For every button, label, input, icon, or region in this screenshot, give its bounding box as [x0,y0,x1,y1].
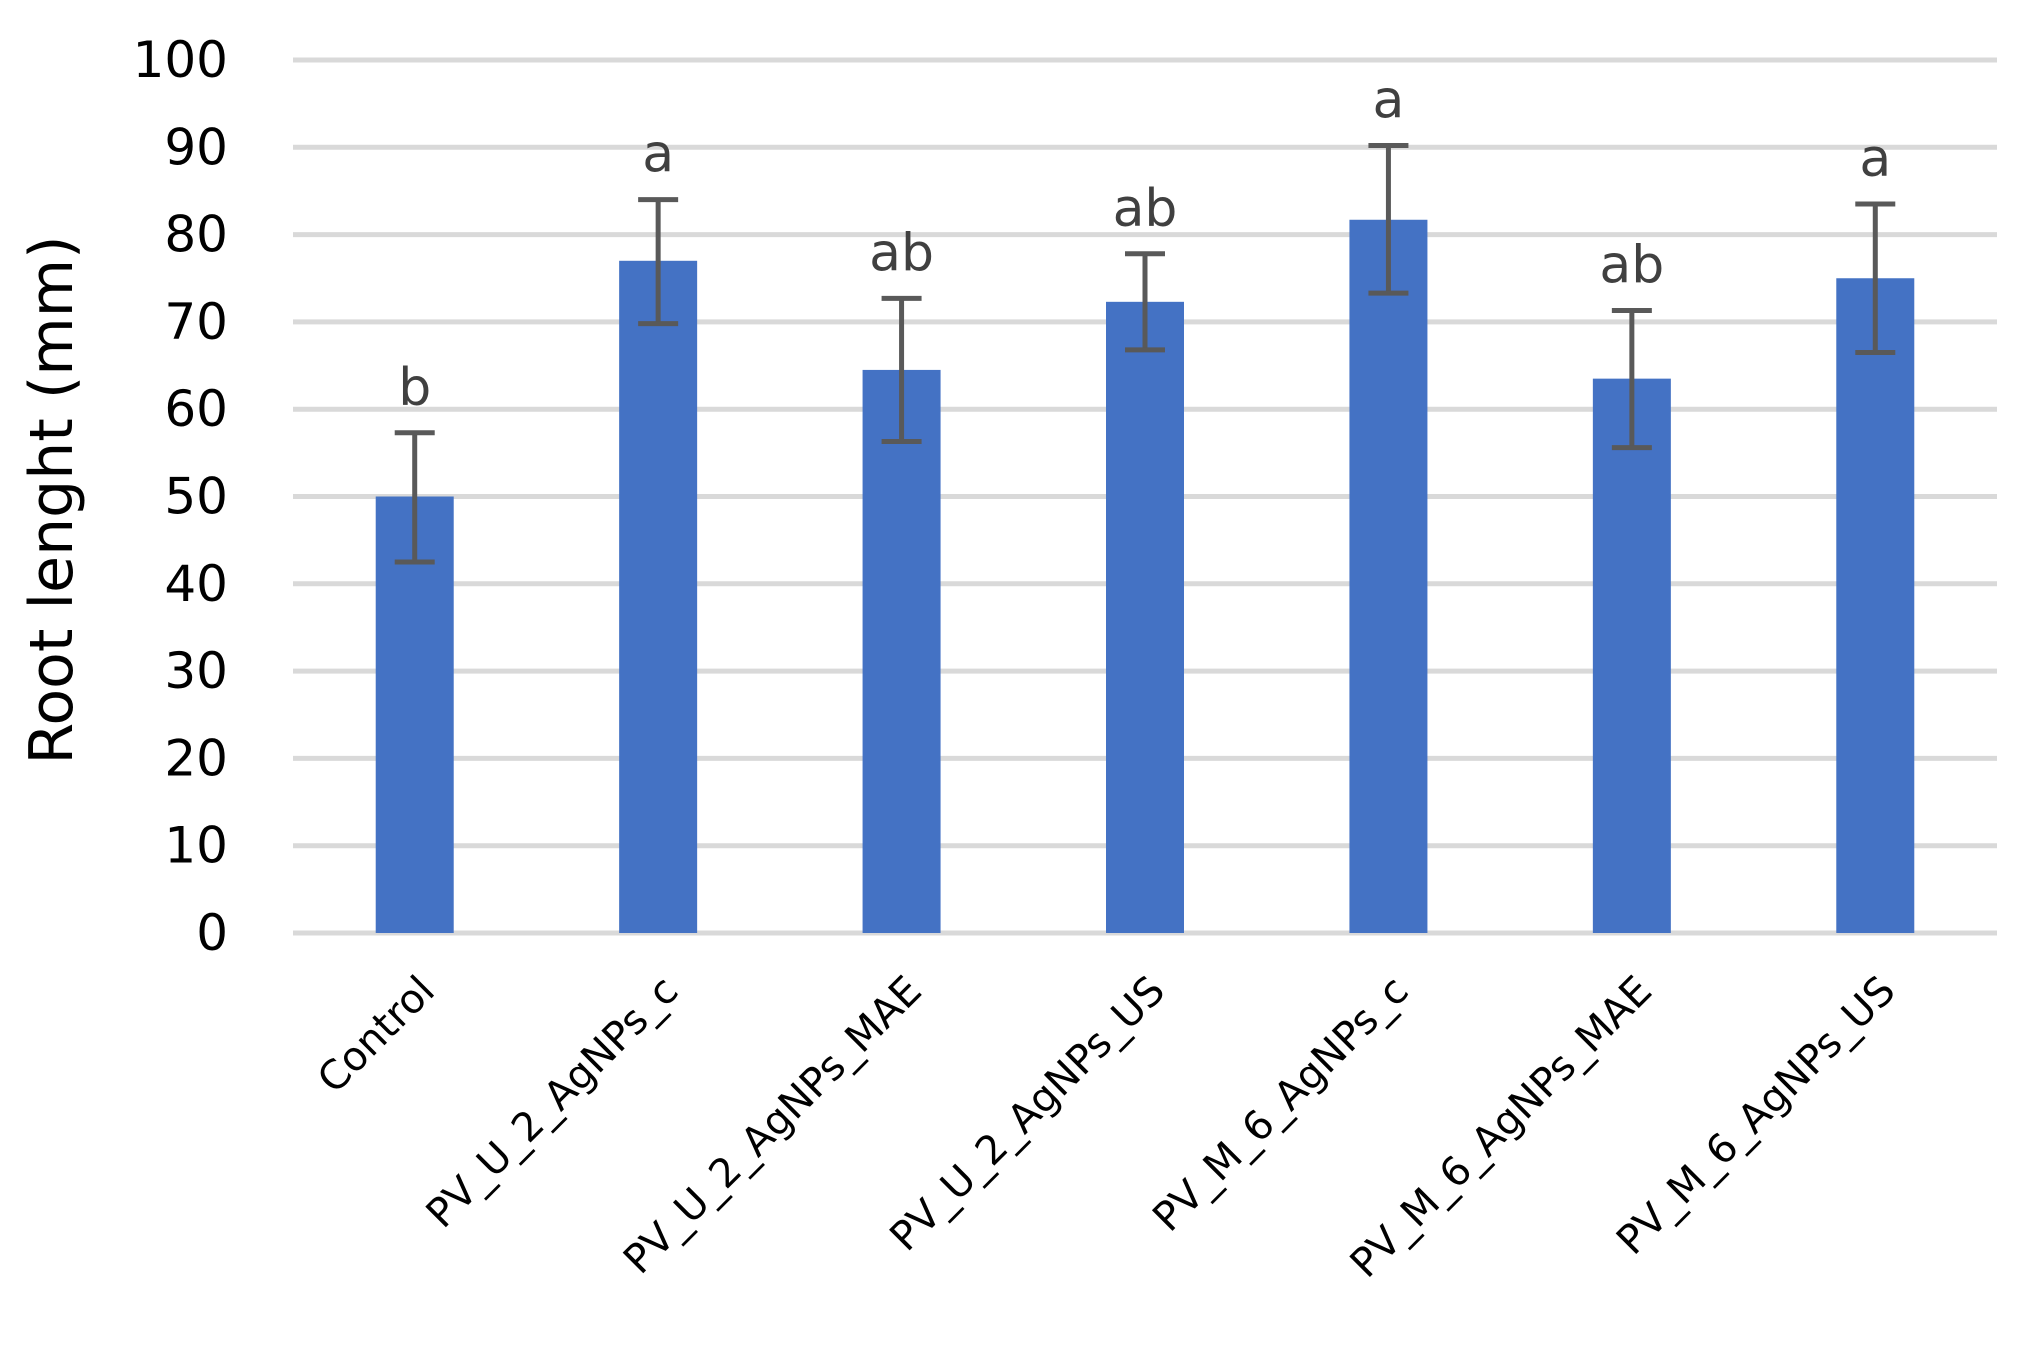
y-tick-label-0: 0 [196,904,228,962]
significance-label-PV_U_2_AgNPs_MAE: ab [869,223,934,283]
significance-label-PV_U_2_AgNPs_c: a [642,125,674,185]
x-tick-label-PV_U_2_AgNPs_c: PV_U_2_AgNPs_c [418,968,688,1238]
y-tick-label-30: 30 [164,642,228,700]
significance-label-PV_M_6_AgNPs_MAE: ab [1599,236,1664,296]
bar-PV_M_6_AgNPs_MAE [1592,378,1671,933]
error-bar-Control [394,430,435,565]
y-tick-label-50: 50 [164,468,228,526]
significance-label-PV_M_6_AgNPs_c: a [1372,71,1404,131]
error-bar-PV_M_6_AgNPs_US [1855,201,1896,355]
x-tick-label-PV_M_6_AgNPs_c: PV_M_6_AgNPs_c [1144,968,1417,1241]
significance-label-Control: b [398,358,431,418]
y-tick-label-40: 40 [164,555,228,613]
x-tick-labels: ControlPV_U_2_AgNPs_cPV_U_2_AgNPs_MAEPV_… [309,968,1904,1287]
y-tick-label-100: 100 [133,31,228,89]
bar-PV_M_6_AgNPs_US [1836,278,1915,933]
error-bar-PV_U_2_AgNPs_MAE [881,295,922,445]
y-tick-label-90: 90 [164,118,228,176]
x-tick-label-Control: Control [309,968,444,1103]
y-tick-label-70: 70 [164,293,228,351]
error-bar-PV_M_6_AgNPs_c [1368,143,1409,296]
x-tick-label-PV_M_6_AgNPs_US: PV_M_6_AgNPs_US [1608,968,1904,1264]
bar-Control [375,496,454,933]
bar-PV_U_2_AgNPs_c [619,260,698,933]
y-tick-label-80: 80 [164,206,228,264]
x-tick-label-PV_U_2_AgNPs_US: PV_U_2_AgNPs_US [881,968,1174,1261]
bar-PV_U_2_AgNPs_US [1106,301,1184,933]
error-bar-PV_M_6_AgNPs_MAE [1611,308,1652,451]
error-bar-PV_U_2_AgNPs_US [1125,251,1165,353]
y-tick-label-10: 10 [164,817,228,875]
y-tick-label-20: 20 [164,729,228,787]
y-tick-labels: 0 10 20 30 40 50 60 70 80 90 100 [133,31,228,962]
y-tick-label-60: 60 [164,380,228,438]
bar-PV_M_6_AgNPs_c [1349,219,1428,933]
bar-PV_U_2_AgNPs_MAE [862,369,941,933]
bars [375,219,1915,933]
significance-labels: b a ab ab a ab a [398,71,1891,418]
error-bar-PV_U_2_AgNPs_c [638,197,679,327]
significance-label-PV_U_2_AgNPs_US: ab [1113,179,1178,239]
y-axis-label: Root lenght (mm) [17,235,87,764]
significance-label-PV_M_6_AgNPs_US: a [1859,129,1891,189]
error-bars [394,143,1896,565]
